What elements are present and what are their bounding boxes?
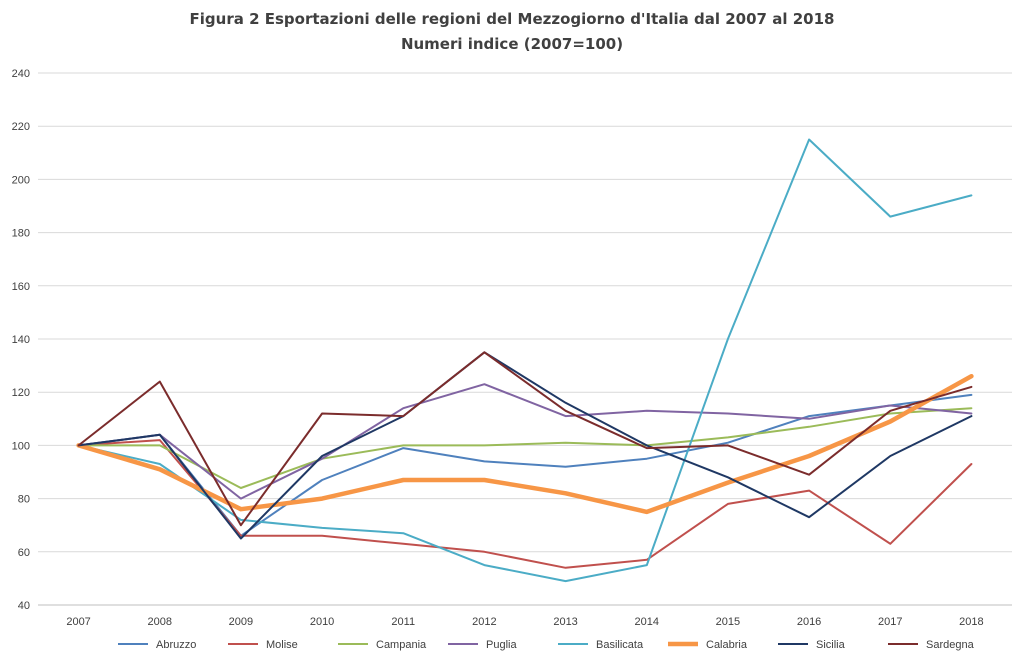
x-tick-label: 2011 <box>391 616 415 628</box>
legend-label-basilicata: Basilicata <box>596 639 644 651</box>
x-tick-label: 2012 <box>472 616 496 628</box>
series-line-sardegna <box>77 351 973 527</box>
y-tick-label: 200 <box>12 174 30 186</box>
y-tick-label: 220 <box>12 121 30 133</box>
x-tick-label: 2017 <box>878 616 902 628</box>
legend-label-puglia: Puglia <box>486 639 517 651</box>
legend-label-sardegna: Sardegna <box>926 639 975 651</box>
series-line-basilicata <box>77 138 973 583</box>
chart-subtitle: Numeri indice (2007=100) <box>401 35 623 53</box>
legend-label-campania: Campania <box>376 639 427 651</box>
y-tick-label: 40 <box>18 600 30 612</box>
x-tick-label: 2014 <box>635 616 659 628</box>
y-tick-label: 80 <box>18 494 30 506</box>
series-line-sicilia <box>77 351 973 540</box>
series-line-puglia <box>77 383 973 500</box>
y-tick-label: 240 <box>12 68 30 80</box>
y-tick-label: 100 <box>12 440 30 452</box>
gridlines <box>38 72 1012 606</box>
y-tick-label: 60 <box>18 547 30 559</box>
chart-title: Figura 2 Esportazioni delle regioni del … <box>190 10 835 28</box>
x-tick-label: 2010 <box>310 616 334 628</box>
legend: Abruzzo Molise Campania Puglia Basilicata Cal… <box>118 639 975 651</box>
legend-label-abruzzo: Abruzzo <box>156 639 196 651</box>
series-line-molise <box>77 439 973 569</box>
legend-label-sicilia: Sicilia <box>816 639 846 651</box>
x-tick-label: 2015 <box>716 616 740 628</box>
y-tick-label: 140 <box>12 334 30 346</box>
x-tick-label: 2008 <box>148 616 172 628</box>
x-tick-label: 2009 <box>229 616 253 628</box>
x-axis-ticks: 2007 2008 2009 2010 2011 2012 2013 2014 2015 2016… <box>66 616 983 628</box>
series-line-abruzzo <box>77 393 973 537</box>
legend-label-calabria: Calabria <box>706 639 748 651</box>
x-tick-label: 2018 <box>959 616 983 628</box>
x-tick-label: 2013 <box>553 616 577 628</box>
x-tick-label: 2016 <box>797 616 821 628</box>
y-tick-label: 180 <box>12 228 30 240</box>
x-tick-label: 2007 <box>66 616 90 628</box>
series-line-campania <box>77 407 973 489</box>
legend-label-molise: Molise <box>266 639 298 651</box>
y-tick-label: 160 <box>12 281 30 293</box>
y-axis-ticks: 40 60 80 100 120 140 160 180 200 220 240 <box>12 68 30 612</box>
y-tick-label: 120 <box>12 387 30 399</box>
series-lines <box>76 138 974 583</box>
